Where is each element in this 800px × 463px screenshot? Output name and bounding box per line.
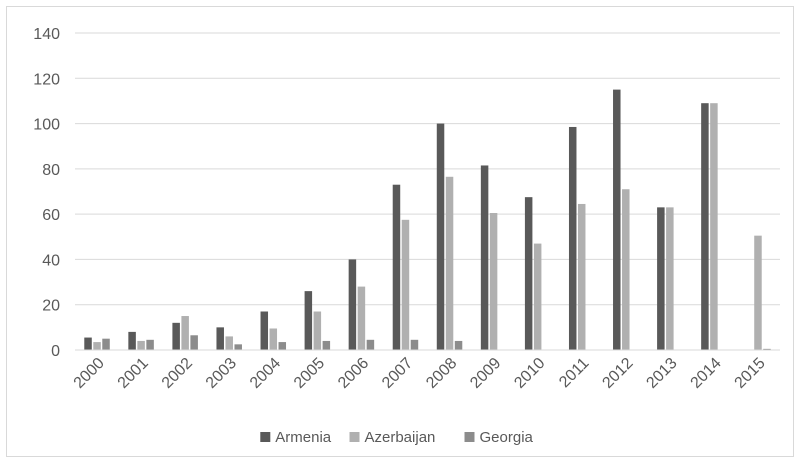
x-tick-label: 2013	[643, 355, 680, 392]
x-tick-label: 2015	[732, 355, 769, 392]
bar-azerbaijan-2010	[533, 243, 542, 350]
bar-armenia-2012	[613, 89, 621, 350]
bar-georgia-2006	[366, 339, 375, 350]
bar-armenia-2009	[480, 165, 489, 350]
y-tick-label: 40	[42, 252, 60, 269]
bar-armenia-2006	[348, 259, 357, 350]
bar-georgia-2002	[190, 335, 198, 350]
bar-georgia-2000	[102, 338, 110, 350]
bar-azerbaijan-2001	[137, 340, 145, 350]
bar-azerbaijan-2003	[225, 336, 233, 350]
bar-armenia-2000	[84, 337, 92, 350]
x-tick-label: 2008	[423, 355, 460, 392]
bar-armenia-2007	[392, 184, 401, 350]
y-tick-label: 140	[33, 26, 60, 43]
x-tick-label: 2010	[511, 355, 548, 392]
bar-armenia-2003	[216, 327, 224, 350]
bar-azerbaijan-2011	[577, 203, 586, 350]
legend-label-azerbaijan: Azerbaijan	[365, 429, 436, 446]
legend-label-armenia: Armenia	[275, 429, 332, 446]
bar-azerbaijan-2012	[622, 189, 630, 350]
x-tick-label: 2009	[467, 355, 504, 392]
bar-georgia-2008	[454, 340, 463, 350]
bar-azerbaijan-2015	[754, 235, 762, 350]
bar-armenia-2013	[657, 207, 665, 350]
bar-georgia-2015	[763, 348, 771, 350]
x-tick-label: 2003	[203, 355, 240, 392]
bar-armenia-2014	[701, 103, 709, 350]
x-tick-label: 2001	[115, 355, 152, 392]
y-tick-label: 120	[33, 71, 60, 88]
x-tick-label: 2002	[159, 355, 196, 392]
bar-armenia-2002	[172, 322, 180, 350]
bar-armenia-2001	[128, 331, 136, 350]
x-tick-label: 2012	[599, 355, 636, 392]
bar-azerbaijan-2006	[357, 286, 366, 350]
x-tick-label: 2006	[335, 355, 372, 392]
y-tick-label: 60	[42, 207, 60, 224]
bar-azerbaijan-2014	[710, 103, 718, 350]
x-tick-label: 2004	[247, 355, 284, 392]
bar-azerbaijan-2005	[313, 311, 322, 350]
y-tick-label: 100	[33, 117, 60, 134]
y-tick-label: 0	[51, 343, 60, 360]
x-tick-label: 2007	[379, 355, 416, 392]
x-tick-label: 2005	[291, 355, 328, 392]
y-tick-label: 80	[42, 162, 60, 179]
bar-georgia-2004	[278, 342, 287, 350]
legend-swatch-georgia	[464, 432, 475, 442]
bar-armenia-2010	[524, 197, 533, 350]
bar-armenia-2004	[260, 311, 269, 350]
x-tick-label: 2000	[71, 355, 108, 392]
bar-armenia-2005	[304, 291, 313, 350]
bar-azerbaijan-2007	[401, 219, 410, 350]
bar-georgia-2007	[410, 339, 419, 350]
legend-swatch-azerbaijan	[349, 432, 360, 442]
bar-armenia-2008	[436, 123, 445, 350]
x-tick-label: 2011	[556, 355, 592, 391]
y-tick-label: 20	[42, 298, 60, 315]
bar-armenia-2011	[568, 126, 577, 350]
x-tick-label: 2014	[688, 355, 725, 392]
bar-georgia-2005	[322, 340, 331, 350]
bar-azerbaijan-2013	[666, 207, 674, 350]
bar-azerbaijan-2009	[489, 213, 498, 350]
legend-label-georgia: Georgia	[480, 429, 534, 446]
bar-georgia-2001	[146, 339, 154, 350]
bar-azerbaijan-2002	[181, 316, 189, 350]
bar-azerbaijan-2008	[445, 176, 454, 350]
bar-azerbaijan-2004	[269, 328, 278, 350]
bar-georgia-2003	[234, 344, 242, 350]
bar-azerbaijan-2000	[93, 342, 101, 350]
legend-swatch-armenia	[260, 432, 271, 442]
